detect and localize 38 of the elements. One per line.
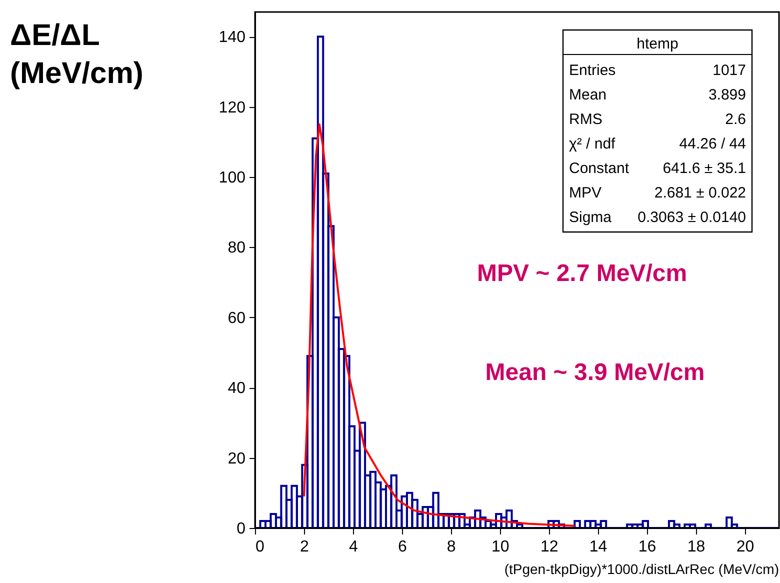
annotation: 2.681 ± 0.022 <box>654 184 746 202</box>
annotation: RMS <box>569 110 602 128</box>
x-tick-label: 14 <box>589 538 608 556</box>
y-tick-label: 140 <box>218 29 246 46</box>
y-tick-label: 0 <box>236 520 246 538</box>
annotation: χ² / ndf <box>569 135 616 152</box>
y-tick-label: 80 <box>228 240 246 257</box>
annotation: htemp <box>636 35 678 52</box>
y-tick-label: 40 <box>228 380 246 398</box>
x-tick-label: 10 <box>491 538 510 556</box>
x-tick-label: 0 <box>256 538 264 556</box>
y-tick-label: 120 <box>218 99 246 116</box>
annotation: 3.899 <box>708 86 746 104</box>
y-tick-label: 20 <box>228 450 246 468</box>
annotation: Constant <box>569 160 630 177</box>
annotation: Sigma <box>569 208 612 226</box>
annotation: 0.3063 ± 0.0140 <box>638 208 746 226</box>
annotation: Mean <box>569 86 607 104</box>
annotation: MPV ~ 2.7 MeV/cm <box>476 260 688 287</box>
x-axis-title: (tPgen-tkpDigy)*1000./distLArRec (MeV/cm) <box>504 561 779 577</box>
y-tick-label: 60 <box>228 310 246 327</box>
x-tick-label: 20 <box>736 538 754 556</box>
annotation: 1017 <box>712 62 746 79</box>
annotation: Entries <box>569 62 616 79</box>
x-tick-label: 18 <box>687 538 706 556</box>
x-tick-label: 6 <box>398 538 407 556</box>
x-tick-label: 4 <box>348 538 358 556</box>
x-tick-label: 8 <box>446 538 456 556</box>
annotation: 44.26 / 44 <box>679 135 746 152</box>
annotation: MPV <box>569 184 602 202</box>
x-tick-label: 16 <box>638 538 656 556</box>
annotation: Mean ~ 3.9 MeV/cm <box>485 359 705 386</box>
y-tick-label: 100 <box>218 169 246 186</box>
annotation: 641.6 ± 35.1 <box>662 160 746 177</box>
y-axis-title: ΔE/ΔL (MeV/cm) <box>10 19 144 90</box>
annotation: 2.6 <box>725 110 746 128</box>
x-tick-label: 2 <box>300 538 310 556</box>
x-tick-label: 12 <box>540 538 558 556</box>
